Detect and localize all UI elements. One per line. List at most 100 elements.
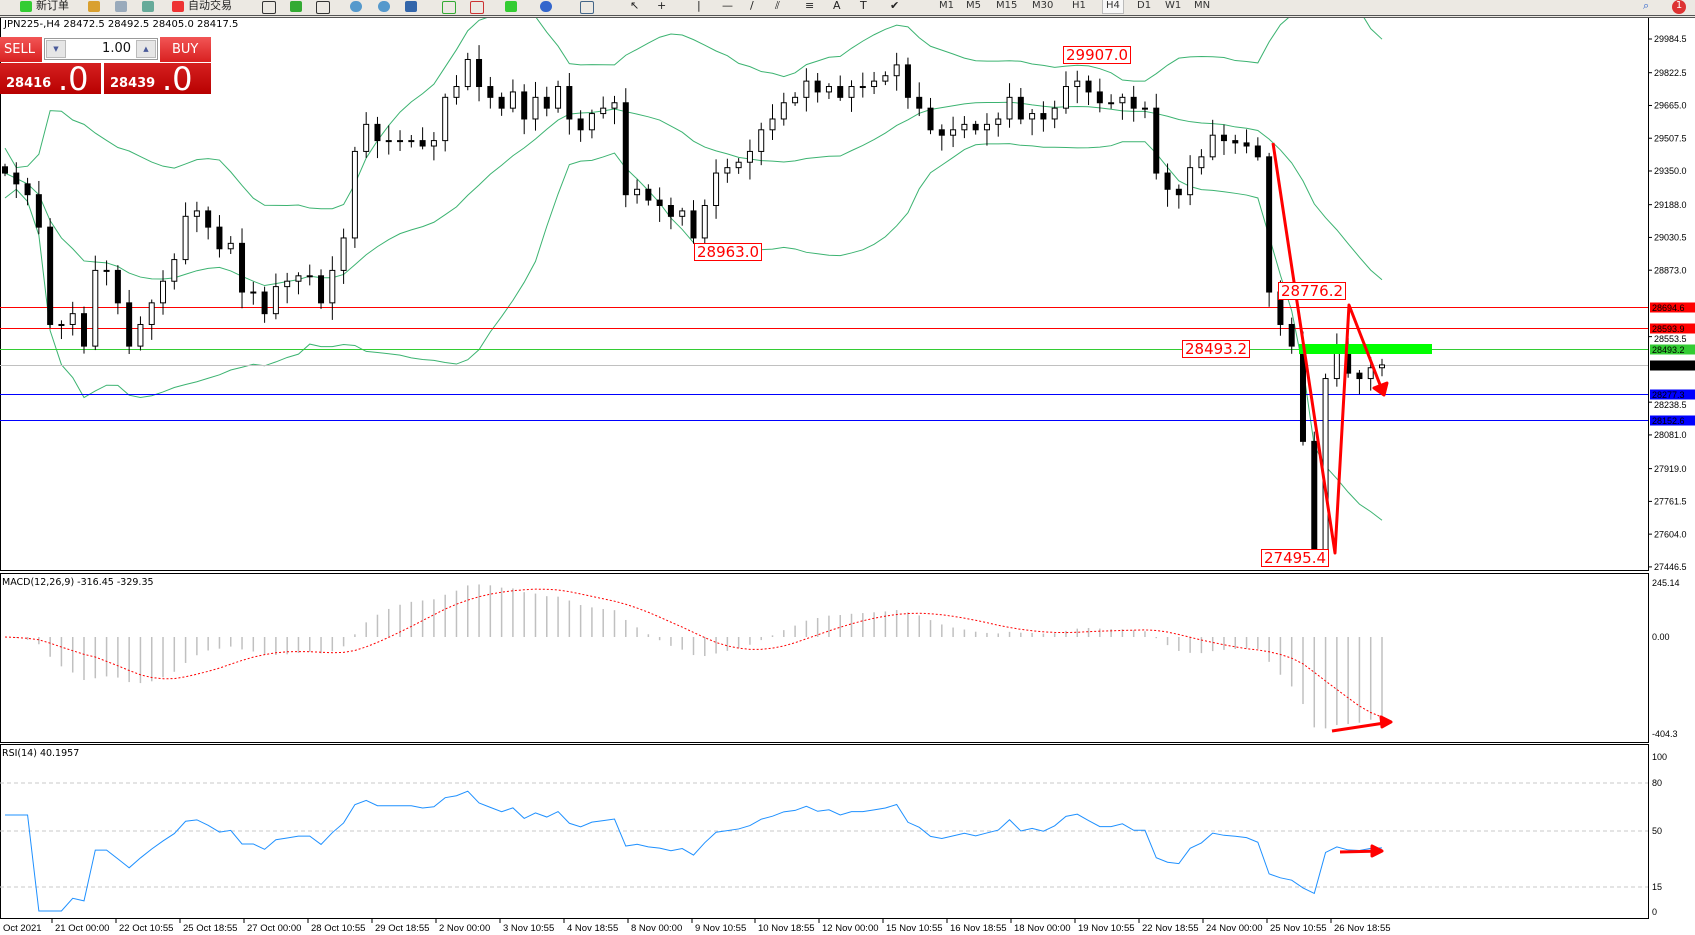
candle-body: [171, 259, 178, 282]
price-label-rebound-high[interactable]: 28776.2: [1278, 282, 1347, 300]
vertical-line-icon[interactable]: |: [697, 0, 701, 12]
candle-body: [1187, 167, 1194, 196]
candle-body: [983, 123, 990, 131]
macd-panel: 245.14 0.00 -404.3: [4, 578, 1680, 739]
timeframe-h4[interactable]: H4: [1102, 0, 1124, 14]
candle-body: [69, 313, 76, 325]
sell-price-button[interactable]: 28416 .0: [0, 63, 101, 94]
price-label-support[interactable]: 28493.2: [1182, 340, 1251, 358]
timeframe-h1[interactable]: H1: [1072, 0, 1086, 11]
timeframe-m5[interactable]: M5: [966, 0, 981, 11]
candle-body: [374, 123, 381, 142]
horizontal-lines[interactable]: [0, 307, 1648, 421]
candle-body: [972, 123, 979, 131]
new-order-button[interactable]: 新订单: [36, 0, 69, 12]
candle-body: [35, 194, 42, 228]
timeframe-m1[interactable]: M1: [939, 0, 954, 11]
candle-body: [340, 237, 347, 271]
price-line-value: 28694.6: [1652, 303, 1685, 313]
candle-body: [453, 86, 460, 98]
time-tick-label: 3 Nov 10:55: [503, 923, 554, 934]
rsi-line: [5, 790, 1383, 912]
templates-icon[interactable]: [580, 1, 594, 14]
cloud-icon[interactable]: [115, 1, 127, 12]
candle-body: [916, 96, 923, 109]
new-order-icon[interactable]: [20, 1, 32, 12]
trendline-icon[interactable]: /: [750, 0, 754, 12]
candle-body: [746, 150, 753, 163]
search-icon[interactable]: ⌕: [1643, 0, 1650, 12]
price-label-bottom[interactable]: 27495.4: [1261, 549, 1330, 567]
text-label-icon[interactable]: T: [860, 0, 867, 12]
time-tick-label: 22 Oct 10:55: [119, 923, 173, 934]
rsi-axis-label: 15: [1652, 882, 1662, 892]
autoscroll-icon[interactable]: [442, 1, 456, 14]
candle-body: [1017, 96, 1024, 120]
candle-body: [1029, 113, 1036, 120]
price-line-value: 28417.5: [1652, 361, 1685, 371]
candle-body: [1006, 96, 1013, 120]
price-label-high[interactable]: 29907.0: [1063, 46, 1132, 64]
time-tick-label: 25 Nov 10:55: [1270, 923, 1327, 934]
candle-body: [927, 107, 934, 131]
bar-chart-icon[interactable]: [262, 1, 276, 14]
toolbar: 新订单 自动交易 ↖ + | — / ⫽ ≡ A T ✔ M1 M5 M15 M…: [0, 0, 1695, 18]
auto-trading-icon[interactable]: [172, 1, 184, 12]
horizontal-line-icon[interactable]: —: [722, 0, 733, 12]
symbol-info: JPN225-,H4 28472.5 28492.5 28405.0 28417…: [4, 19, 239, 30]
timeframe-m30[interactable]: M30: [1032, 0, 1054, 11]
candle-body: [261, 291, 268, 315]
candle-body: [1367, 367, 1374, 380]
candle-body: [656, 199, 663, 207]
candle-body: [950, 129, 957, 136]
arrows-icon[interactable]: ✔: [890, 0, 900, 12]
line-chart-icon[interactable]: [316, 1, 330, 14]
fibonacci-icon[interactable]: ≡: [805, 0, 815, 12]
volume-stepper[interactable]: ▼ 1.00 ▲: [44, 38, 158, 60]
buy-price-button[interactable]: 28439 .0: [104, 63, 211, 94]
auto-trading-button[interactable]: 自动交易: [188, 0, 232, 12]
periods-icon[interactable]: [540, 1, 552, 12]
timeframe-w1[interactable]: W1: [1165, 0, 1182, 11]
candle-body: [713, 172, 720, 207]
candle-body: [769, 118, 776, 131]
zoom-in-icon[interactable]: [350, 1, 362, 12]
volume-input[interactable]: 1.00: [102, 41, 131, 56]
volume-decrease-button[interactable]: ▼: [46, 40, 66, 58]
cursor-icon[interactable]: ↖: [630, 0, 640, 12]
timeframe-m15[interactable]: M15: [996, 0, 1018, 11]
price-line-value: 28493.2: [1652, 345, 1685, 355]
candle-body: [419, 140, 426, 147]
price-label-low[interactable]: 28963.0: [694, 243, 763, 261]
indicators-icon[interactable]: [505, 1, 517, 12]
text-icon[interactable]: A: [833, 0, 841, 12]
equidistant-channel-icon[interactable]: ⫽: [775, 0, 780, 12]
sell-button[interactable]: SELL: [0, 37, 42, 62]
trend-arrows[interactable]: [1271, 142, 1393, 858]
candle-body: [1062, 86, 1069, 109]
chart-shift-icon[interactable]: [470, 1, 484, 14]
candle-body: [634, 188, 641, 196]
candle-body: [995, 118, 1002, 125]
volume-increase-button[interactable]: ▲: [136, 40, 156, 58]
candle-body: [780, 102, 787, 120]
candle-body: [408, 140, 415, 143]
candle-body: [645, 188, 652, 201]
candle-body: [701, 205, 708, 239]
candle-body: [1119, 96, 1126, 104]
time-tick-label: 27 Oct 00:00: [247, 923, 301, 934]
signal-icon[interactable]: [142, 1, 154, 12]
tile-windows-icon[interactable]: [405, 1, 417, 12]
book-icon[interactable]: [88, 1, 100, 12]
bollinger-upper: [4, 0, 1383, 210]
candle-chart-icon[interactable]: [290, 1, 302, 12]
crosshair-icon[interactable]: +: [657, 0, 667, 12]
timeframe-d1[interactable]: D1: [1137, 0, 1152, 11]
candle-body: [24, 183, 31, 196]
timeframe-mn[interactable]: MN: [1194, 0, 1211, 11]
zoom-out-icon[interactable]: [378, 1, 390, 12]
candle-body: [250, 291, 257, 294]
notification-badge[interactable]: 1: [1672, 0, 1686, 14]
buy-button[interactable]: BUY: [160, 37, 211, 62]
